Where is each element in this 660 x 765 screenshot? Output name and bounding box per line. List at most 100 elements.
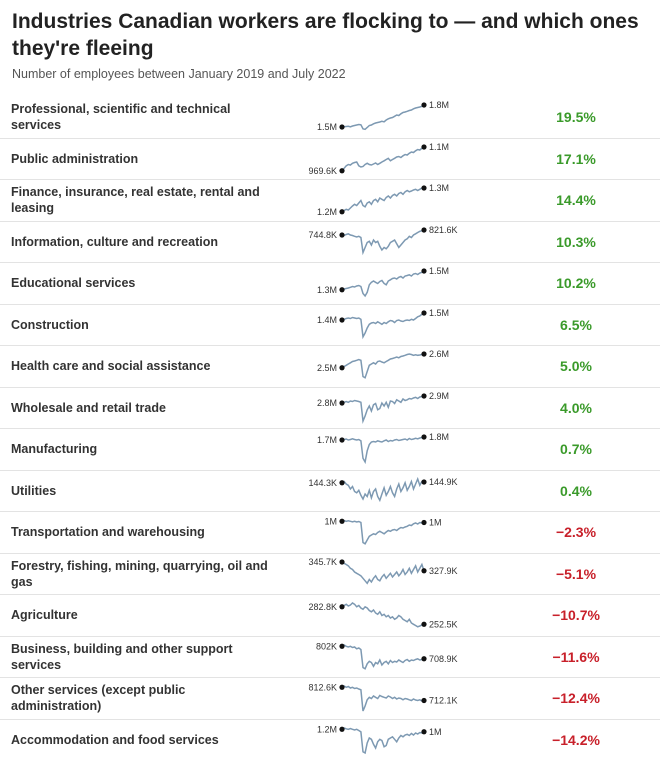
change-percent: 6.5% (560, 316, 592, 333)
end-dot (421, 351, 427, 357)
trend-line (341, 228, 425, 255)
change-percent: 4.0% (560, 399, 592, 416)
end-value-label: 708.9K (429, 653, 458, 663)
start-dot (339, 365, 345, 371)
end-dot (421, 185, 427, 191)
end-value-label: 1.1M (429, 142, 449, 152)
end-value-label: 821.6K (429, 225, 458, 235)
trend-line (341, 436, 425, 465)
start-dot (339, 726, 345, 732)
change-percent: −5.1% (555, 565, 597, 582)
start-dot (339, 209, 345, 215)
end-dot (421, 621, 427, 627)
table-row: Finance, insurance, real estate, rental … (0, 180, 660, 222)
trend-line (341, 560, 425, 585)
trend-line (341, 643, 425, 670)
start-dot (339, 399, 345, 406)
start-value-label: 345.7K (308, 557, 337, 567)
end-dot (421, 143, 427, 150)
end-value-label: 2.6M (429, 349, 449, 359)
end-value-label: 2.9M (429, 391, 449, 401)
table-row: Wholesale and retail trade 2.8M 2.9M 4.0% (0, 388, 660, 429)
end-dot (421, 519, 427, 526)
start-value-label: 802K (316, 641, 337, 651)
end-dot (421, 268, 427, 274)
end-value-label: 144.9K (429, 477, 458, 487)
start-value-label: 1.4M (317, 315, 337, 325)
start-dot (339, 558, 345, 565)
start-value-label: 812.6K (308, 682, 337, 692)
industry-label: Educational services (11, 276, 136, 291)
start-dot (339, 167, 345, 173)
sparkline: 1.2M 1.3M (317, 183, 449, 217)
change-percent: 10.2% (556, 275, 596, 292)
start-dot (339, 124, 345, 130)
change-percent: −14.2% (552, 732, 600, 749)
trend-line (341, 270, 425, 298)
end-value-label: 1M (429, 518, 442, 528)
end-dot (421, 478, 427, 485)
end-dot (421, 697, 427, 704)
start-value-label: 969.6K (308, 165, 337, 175)
sparkline: 1.4M 1.5M (317, 308, 449, 339)
table-row: Accommodation and food services 1.2M 1M −14… (0, 720, 660, 762)
end-value-label: 1.8M (429, 432, 449, 442)
change-percent: −12.4% (552, 690, 600, 707)
start-dot (339, 479, 345, 485)
sparkline: 1M 1M (324, 516, 442, 545)
trend-line (341, 602, 425, 628)
trend-line (341, 311, 425, 339)
trend-line (341, 685, 425, 712)
start-value-label: 1.2M (317, 724, 337, 734)
change-percent: 14.4% (556, 192, 596, 209)
end-dot (421, 226, 427, 233)
end-value-label: 712.1K (429, 696, 458, 706)
start-value-label: 1M (324, 516, 337, 526)
start-dot (339, 287, 345, 293)
industry-label: Public administration (11, 151, 139, 166)
start-dot (339, 316, 345, 323)
start-value-label: 282.8K (308, 602, 337, 612)
industry-label: Other services (except public administra… (11, 683, 186, 714)
table-row: Information, culture and recreation 744.8… (0, 222, 660, 263)
table-row: Health care and social assistance 2.5M 2.6… (0, 346, 660, 388)
start-value-label: 2.8M (317, 398, 337, 408)
change-percent: 19.5% (556, 109, 596, 126)
start-dot (339, 643, 345, 649)
table-row: Utilities 144.3K 144.9K 0.4% (0, 471, 660, 512)
end-value-label: 252.5K (429, 619, 458, 629)
change-percent: −10.7% (552, 607, 600, 624)
end-value-label: 1M (429, 726, 442, 736)
sparkline: 282.8K 252.5K (308, 602, 458, 630)
sparkline: 2.5M 2.6M (317, 349, 449, 379)
trend-line (341, 519, 425, 545)
trend-line (341, 187, 424, 213)
sparkline: 812.6K 712.1K (308, 682, 458, 712)
end-dot (421, 567, 427, 573)
sparkline: 1.5M 1.8M (317, 100, 449, 132)
end-value-label: 327.9K (429, 565, 458, 575)
table-row: Business, building and other support ser… (0, 637, 660, 678)
start-value-label: 744.8K (308, 230, 337, 240)
industry-label: Wholesale and retail trade (11, 400, 166, 415)
sparkline: 1.2M 1M (317, 724, 442, 754)
change-percent: 5.0% (560, 358, 592, 375)
start-value-label: 1.3M (317, 285, 337, 295)
start-value-label: 1.2M (317, 207, 337, 217)
start-dot (339, 684, 345, 690)
chart-subtitle: Number of employees between January 2019… (12, 67, 346, 81)
industry-label: Construction (11, 317, 89, 332)
industry-label: Professional, scientific and technical s… (11, 102, 231, 133)
industry-label: Manufacturing (11, 442, 98, 457)
table-row: Transportation and warehousing 1M 1M −2.3% (0, 512, 660, 554)
sparkline: 744.8K 821.6K (308, 225, 458, 255)
end-value-label: 1.8M (429, 100, 449, 110)
start-dot (339, 437, 345, 443)
change-percent: 10.3% (556, 233, 596, 250)
end-value-label: 1.3M (429, 183, 449, 193)
end-dot (421, 655, 427, 661)
end-dot (421, 728, 427, 734)
sparkline: 144.3K 144.9K (308, 476, 458, 502)
table-row: Professional, scientific and technical s… (0, 97, 660, 139)
end-dot (421, 392, 427, 399)
